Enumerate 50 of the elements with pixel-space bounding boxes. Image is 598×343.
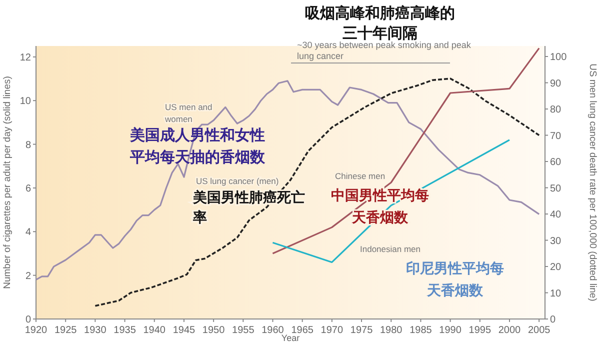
y-tick-label: 4 xyxy=(25,227,32,238)
x-tick-label: 1930 xyxy=(84,325,107,336)
x-tick-label: 1945 xyxy=(172,325,196,336)
x-tick-label: 1960 xyxy=(262,325,284,336)
x-tick-label: 1925 xyxy=(54,325,78,336)
y-tick-label: 2 xyxy=(25,270,32,282)
annotation: 美国男性肺癌死亡率 xyxy=(192,189,305,225)
y2-tick-label: 90 xyxy=(550,78,562,90)
line-series xyxy=(35,80,540,280)
y2-tick-label: 40 xyxy=(550,210,562,220)
y2-tick-label: 0 xyxy=(550,314,556,326)
annotation: ~30 years between peak smoking and peak lung cancer xyxy=(297,40,472,61)
x-tick-label: 1940 xyxy=(143,325,166,336)
y2-axis-title: US men lung cancer death rate per 100,000 (dotted line) xyxy=(587,64,598,302)
x-tick-label: 1965 xyxy=(291,325,314,336)
y2-tick-label: 20 xyxy=(550,262,562,273)
series-label: Indonesian men xyxy=(360,244,421,254)
x-tick-label: 1975 xyxy=(350,325,374,336)
x-tick-label: 1980 xyxy=(380,325,403,336)
y2-tick-label: 70 xyxy=(550,130,562,142)
y-tick-label: 10 xyxy=(20,96,32,108)
x-tick-label: 2000 xyxy=(498,325,522,336)
x-tick-label: 1920 xyxy=(24,325,48,336)
y2-tick-label: 30 xyxy=(550,236,562,247)
series-label: US lung cancer (men) xyxy=(196,176,279,186)
x-tick-label: 1985 xyxy=(410,325,432,336)
y2-tick-label: 60 xyxy=(550,157,562,168)
x-tick-label: 1950 xyxy=(202,325,226,336)
y2-tick-label: 100 xyxy=(550,52,568,63)
y-tick-label: 12 xyxy=(20,52,32,64)
line-series xyxy=(94,78,540,307)
x-tick-label: 1995 xyxy=(468,325,492,336)
y2-tick-label: 50 xyxy=(550,183,562,194)
x-tick-label: 2005 xyxy=(528,325,551,336)
x-axis-title: Year xyxy=(281,333,300,343)
x-tick-label: 1990 xyxy=(439,325,462,336)
y-tick-label: 0 xyxy=(25,314,32,326)
x-tick-label: 1970 xyxy=(320,325,344,336)
y-axis-title: Number of cigarettes per adult per day (solid lines) xyxy=(2,76,13,289)
x-tick-label: 1955 xyxy=(232,325,255,336)
y2-tick-label: 10 xyxy=(550,288,562,300)
y2-tick-label: 80 xyxy=(550,104,562,116)
series-label: Chinese men xyxy=(335,171,386,181)
x-tick-label: 1935 xyxy=(114,325,136,336)
chart-title: 吸烟高峰和肺癌高峰的三十年间隔 xyxy=(305,4,455,42)
annotation: 美国成人男性和女性平均每天抽的香烟数 xyxy=(129,126,266,166)
y-tick-label: 8 xyxy=(25,140,32,151)
annotation: 印尼男性平均每天香烟数 xyxy=(406,260,504,298)
y-tick-label: 6 xyxy=(25,183,32,194)
series-label: US men and women xyxy=(164,102,213,124)
